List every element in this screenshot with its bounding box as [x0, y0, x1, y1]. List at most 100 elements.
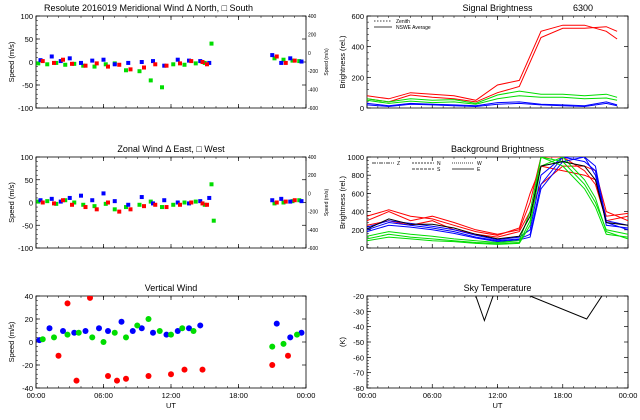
data-point [174, 327, 181, 334]
data-point [186, 325, 192, 332]
series-line-green-1 [367, 95, 618, 105]
series-line-green-1 [367, 157, 628, 244]
y-tick-label: 400 [351, 208, 364, 217]
data-point [52, 60, 56, 65]
y-tick-label: 1000 [347, 153, 364, 162]
data-point [182, 62, 187, 67]
data-point [49, 196, 54, 201]
data-point [118, 318, 125, 325]
data-point [137, 202, 142, 207]
data-point [45, 199, 50, 204]
series-line-green-2 [367, 157, 628, 244]
chart-title: Zonal Wind Δ East, □ West [117, 144, 225, 154]
data-point [175, 57, 180, 62]
data-point [164, 63, 169, 68]
data-point [61, 198, 65, 203]
data-point [274, 200, 279, 205]
data-point [58, 199, 63, 204]
legend-label: NSWE Average [396, 25, 431, 31]
chart-title: Resolute 2016019 Meridional Wind Δ North… [44, 3, 253, 13]
data-point [162, 63, 167, 68]
y-tick-label: 0 [29, 338, 33, 347]
data-point [58, 59, 63, 64]
x-axis-label: UT [493, 401, 503, 410]
data-point [288, 199, 293, 204]
data-point [179, 325, 186, 332]
data-point [274, 54, 279, 59]
data-point [281, 200, 286, 205]
data-point [54, 201, 59, 206]
y-tick-label: -50 [22, 221, 33, 230]
data-point [269, 343, 276, 350]
data-point [168, 371, 174, 378]
data-point [190, 327, 197, 334]
series-line-z-black- [367, 161, 628, 240]
data-point [207, 60, 212, 65]
data-point [207, 195, 212, 200]
y-axis-label: Speed (m/s) [7, 321, 16, 362]
data-point [79, 193, 83, 198]
data-point [70, 61, 74, 66]
series-line-sky-t-b- [529, 296, 603, 320]
data-point [205, 62, 209, 67]
data-point [90, 198, 95, 203]
series-line-blue-2 [367, 101, 618, 107]
data-point [162, 198, 167, 203]
y-tick-label: 400 [351, 43, 364, 52]
data-point [279, 60, 284, 65]
data-point [40, 59, 45, 64]
y-right-tick-label: -600 [308, 246, 318, 252]
data-point [297, 59, 302, 64]
data-point [211, 218, 216, 223]
panel-sky: Sky Temperature -20 -30 -40 -50 -60 -70 -80 (K) 0… [338, 283, 637, 410]
y-right-tick-label: 200 [308, 173, 317, 179]
data-point [100, 339, 107, 345]
data-point [83, 63, 88, 68]
x-tick-label: 00:00 [27, 391, 46, 400]
data-point [101, 57, 106, 62]
data-point [160, 85, 164, 90]
data-point [151, 59, 155, 64]
y-tick-label: 100 [20, 153, 33, 162]
data-point [202, 60, 207, 65]
y-right-tick-label: 400 [308, 14, 317, 20]
series-line-green-3 [367, 157, 628, 245]
data-point [49, 54, 54, 59]
data-point [94, 207, 99, 212]
data-point [64, 331, 71, 338]
series-line-blue-1 [367, 157, 628, 242]
y-tick-label: 200 [351, 226, 364, 235]
y-right-tick-label: 200 [308, 32, 317, 38]
data-point [145, 316, 152, 322]
series-line-green-2 [367, 90, 618, 104]
y-right-tick-label: -400 [308, 228, 318, 234]
data-point [181, 366, 188, 373]
y-tick-label: 50 [25, 176, 33, 185]
data-point [38, 58, 43, 63]
legend-label: N [437, 161, 441, 167]
data-point [178, 61, 182, 66]
data-point [139, 60, 144, 64]
data-point [168, 331, 174, 338]
x-tick-label: 00:00 [619, 391, 638, 400]
data-point [164, 205, 169, 210]
data-point [67, 195, 72, 200]
data-point [270, 53, 275, 58]
data-point [153, 202, 158, 207]
data-point [124, 68, 128, 73]
y-tick-label: -30 [353, 307, 364, 316]
data-point [202, 202, 207, 207]
data-point [198, 199, 203, 204]
y-axis-label: Speed (m/s) [7, 41, 16, 82]
data-point [287, 334, 294, 341]
x-tick-label: 12:00 [162, 391, 181, 400]
data-point [112, 199, 117, 204]
y-tick-label: -100 [18, 244, 33, 253]
y-tick-label: -50 [353, 338, 364, 347]
data-point [123, 334, 129, 341]
chart-title: Background Brightness [451, 144, 545, 154]
data-point [200, 201, 205, 206]
data-point [209, 182, 214, 187]
data-point [72, 200, 77, 205]
x-tick-label: 18:00 [229, 391, 248, 400]
